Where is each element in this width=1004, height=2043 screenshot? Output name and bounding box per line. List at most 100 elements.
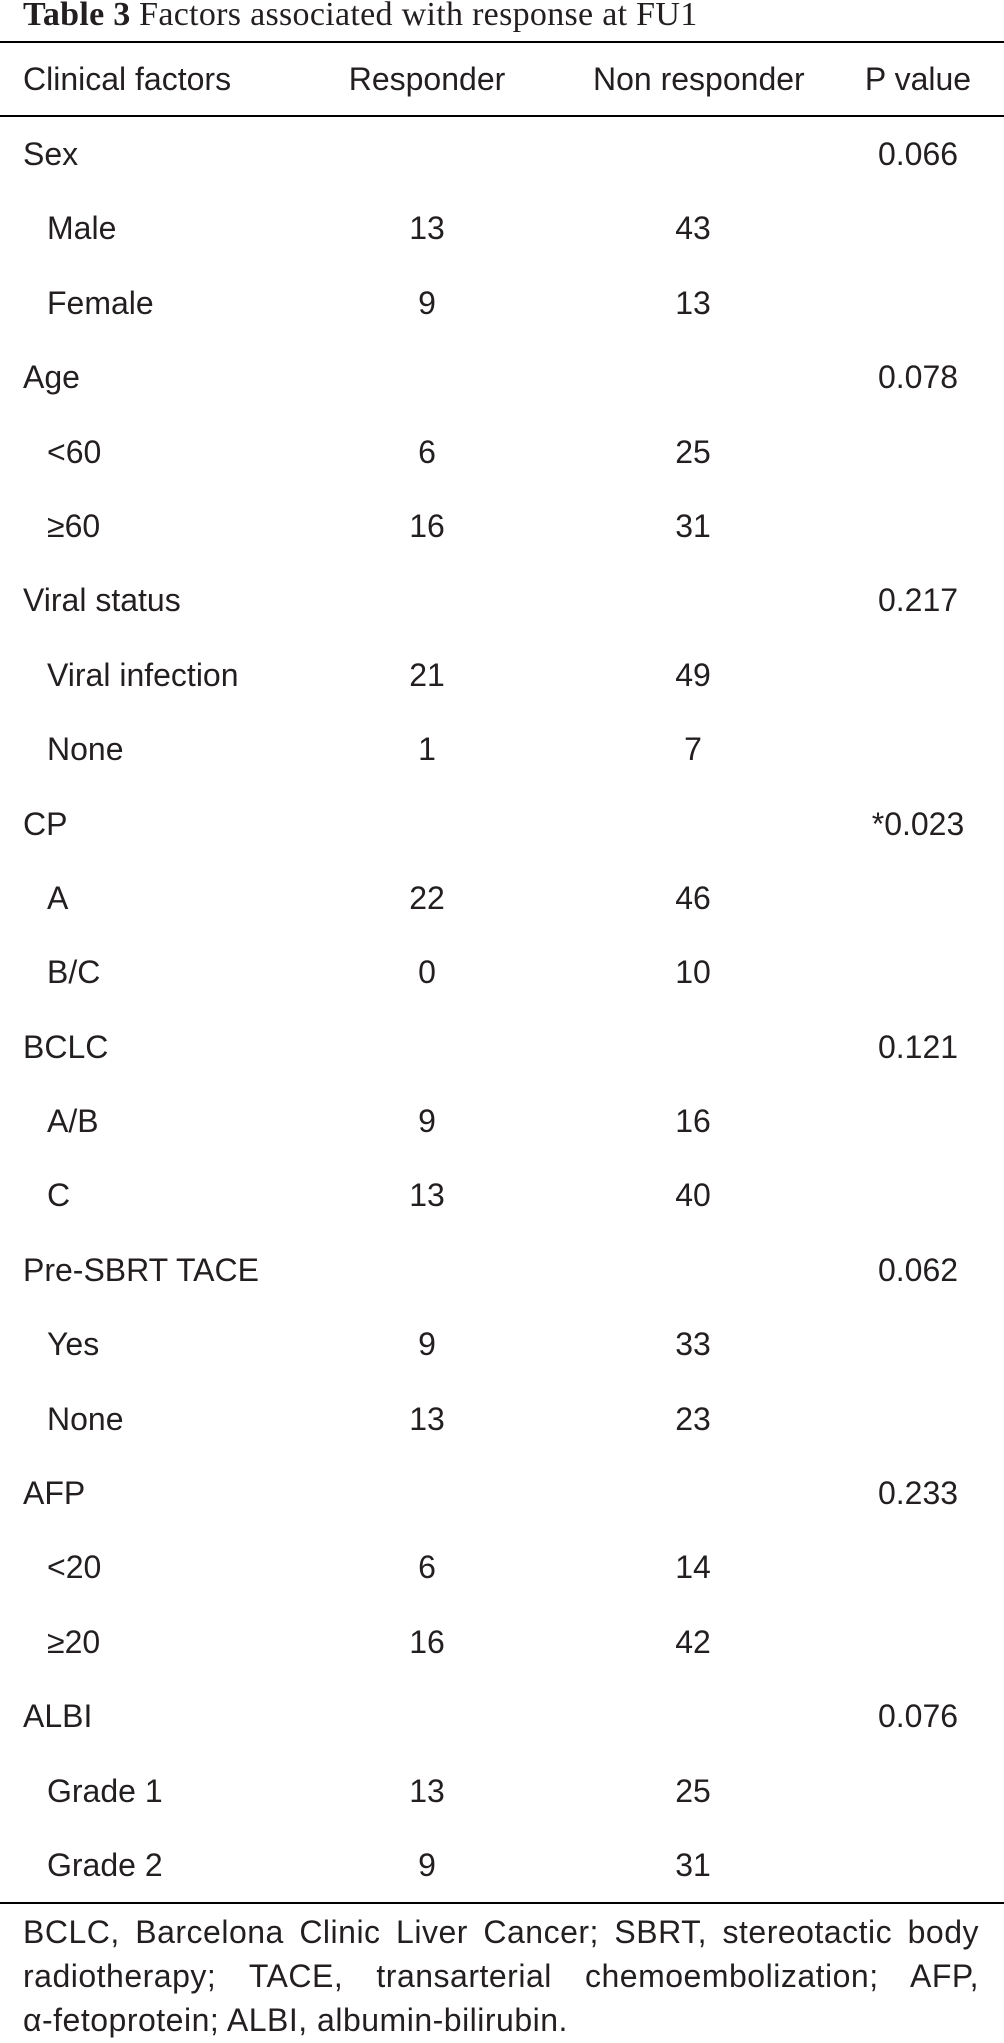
level-row: B/C 0 10	[0, 935, 1004, 1009]
p-value: 0.066	[877, 136, 959, 172]
header-non-responder: Non responder	[593, 61, 805, 97]
factor-row: Viral status 0.217	[0, 563, 1004, 637]
factor-row: ALBI 0.076	[0, 1679, 1004, 1753]
non-responder-count: 7	[684, 731, 702, 768]
responder-count: 13	[409, 1177, 445, 1214]
level-label: A/B	[47, 1103, 99, 1140]
factor-row: BCLC 0.121	[0, 1010, 1004, 1084]
level-row: Yes 9 33	[0, 1307, 1004, 1381]
level-label: Grade 1	[47, 1772, 163, 1809]
responder-count: 13	[409, 210, 445, 247]
responder-count: 13	[409, 1772, 445, 1809]
footnote-line: BCLC, Barcelona Clinic Liver Cancer; SBR…	[23, 1914, 979, 1950]
responder-count: 1	[418, 731, 436, 768]
responder-count: 21	[409, 656, 445, 693]
factor-row: Pre-SBRT TACE 0.062	[0, 1233, 1004, 1307]
p-value: 0.062	[877, 1251, 959, 1288]
bottom-rule	[0, 1902, 1004, 1904]
level-row: None 13 23	[0, 1382, 1004, 1456]
factor-row: AFP 0.233	[0, 1456, 1004, 1530]
responder-count: 22	[409, 879, 445, 916]
level-label: ≥60	[47, 507, 101, 544]
non-responder-count: 31	[675, 1846, 711, 1883]
level-row: None 1 7	[0, 712, 1004, 786]
level-label: Yes	[47, 1326, 100, 1363]
non-responder-count: 49	[675, 656, 711, 693]
non-responder-count: 46	[675, 879, 711, 916]
top-rule	[0, 41, 1004, 43]
level-label: A	[47, 879, 69, 916]
non-responder-count: 25	[675, 433, 711, 470]
p-value: 0.121	[877, 1028, 959, 1065]
table-footnote: BCLC, Barcelona Clinic Liver Cancer; SBR…	[23, 1910, 979, 2042]
level-label: None	[47, 1400, 124, 1437]
responder-count: 0	[418, 954, 436, 991]
p-value: 0.233	[877, 1475, 959, 1512]
table-body: Sex 0.066 Male 13 43 Female 9 13 Age 0.078 <60 6 25 ≥…	[0, 117, 1004, 1902]
non-responder-count: 42	[675, 1623, 711, 1660]
factor-row: Sex 0.066	[0, 117, 1004, 191]
p-value: 0.076	[877, 1698, 959, 1735]
level-label: B/C	[47, 954, 101, 991]
level-row: A 22 46	[0, 861, 1004, 935]
non-responder-count: 31	[675, 507, 711, 544]
non-responder-count: 13	[675, 284, 711, 321]
level-row: <20 6 14	[0, 1530, 1004, 1604]
responder-count: 9	[418, 1103, 436, 1140]
level-label: Male	[47, 210, 117, 247]
level-row: C 13 40	[0, 1158, 1004, 1232]
table-title: Table 3 Factors associated with response …	[23, 0, 698, 32]
non-responder-count: 14	[675, 1549, 711, 1586]
non-responder-count: 23	[675, 1400, 711, 1437]
table-header: Clinical factors Responder Non responder…	[0, 43, 1004, 115]
level-label: None	[47, 731, 124, 768]
non-responder-count: 40	[675, 1177, 711, 1214]
level-label: Grade 2	[47, 1846, 163, 1883]
level-row: Grade 1 13 25	[0, 1754, 1004, 1828]
level-row: Grade 2 9 31	[0, 1828, 1004, 1902]
level-row: A/B 9 16	[0, 1084, 1004, 1158]
level-row: ≥20 16 42	[0, 1605, 1004, 1679]
responder-count: 9	[418, 284, 436, 321]
factor-label: Pre-SBRT TACE	[23, 1251, 259, 1288]
responder-count: 6	[418, 433, 436, 470]
responder-count: 9	[418, 1846, 436, 1883]
factor-row: CP *0.023	[0, 787, 1004, 861]
factor-label: CP	[23, 805, 68, 842]
table-caption: Factors associated with response at FU1	[139, 0, 698, 33]
level-label: Viral infection	[47, 656, 239, 693]
factor-row: Age 0.078	[0, 340, 1004, 414]
non-responder-count: 25	[675, 1772, 711, 1809]
p-value: 0.217	[877, 582, 959, 619]
footnote-line: α-fetoprotein; ALBI, albumin-bilirubin.	[23, 2002, 568, 2038]
factor-label: Age	[23, 359, 80, 396]
responder-count: 6	[418, 1549, 436, 1586]
non-responder-count: 33	[675, 1326, 711, 1363]
non-responder-count: 10	[675, 954, 711, 991]
level-row: ≥60 16 31	[0, 489, 1004, 563]
level-row: Male 13 43	[0, 191, 1004, 265]
factor-label: AFP	[23, 1475, 86, 1512]
level-label: ≥20	[47, 1623, 101, 1660]
level-row: Female 9 13	[0, 266, 1004, 340]
header-clinical-factors: Clinical factors	[23, 61, 232, 97]
level-row: <60 6 25	[0, 415, 1004, 489]
factor-label: ALBI	[23, 1698, 93, 1735]
responder-count: 16	[409, 1623, 445, 1660]
non-responder-count: 43	[675, 210, 711, 247]
header-responder: Responder	[348, 61, 506, 97]
factor-label: BCLC	[23, 1028, 109, 1065]
p-value: 0.078	[877, 359, 959, 396]
responder-count: 9	[418, 1326, 436, 1363]
p-value: *0.023	[871, 805, 965, 842]
non-responder-count: 16	[675, 1103, 711, 1140]
factor-label: Sex	[23, 136, 79, 172]
level-row: Viral infection 21 49	[0, 638, 1004, 712]
level-label: Female	[47, 284, 154, 321]
table-number: Table 3	[23, 0, 131, 33]
header-p-value: P value	[864, 61, 972, 97]
responder-count: 16	[409, 507, 445, 544]
level-label: C	[47, 1177, 71, 1214]
footnote-line: radiotherapy; TACE, transarterial chemoe…	[23, 1958, 979, 1994]
